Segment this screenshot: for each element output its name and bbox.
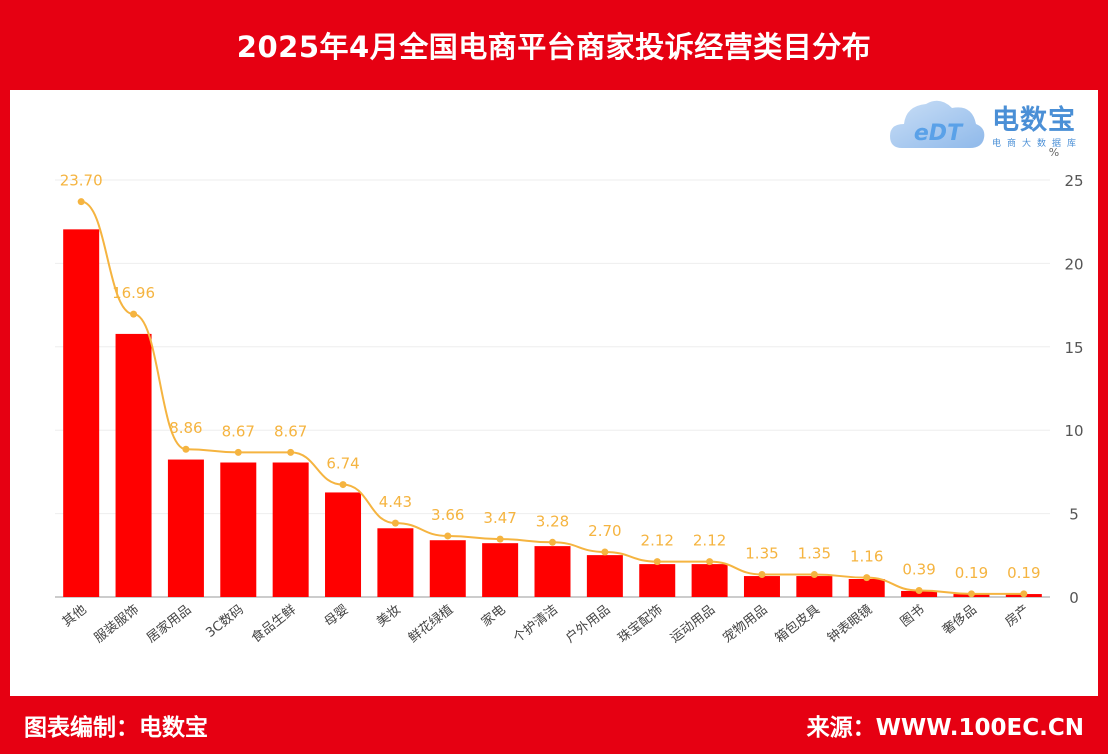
chart-title: 2025年4月全国电商平台商家投诉经营类目分布 [236,30,872,64]
data-label: 0.39 [902,560,935,578]
logo: eDT 电数宝 电商大数据库 [888,92,1098,154]
line-point [810,570,818,578]
category-label: 母婴 [322,602,352,630]
line-point [130,310,138,318]
data-label: 3.66 [431,506,464,524]
data-label: 2.70 [588,522,621,540]
data-label: 2.12 [641,532,674,550]
bar [167,459,204,597]
chart-header: 2025年4月全国电商平台商家投诉经营类目分布 [0,0,1108,90]
y-tick-label: 5 [1069,506,1079,524]
category-label: 其他 [60,602,90,630]
bar [429,540,466,597]
bar [220,462,257,597]
data-label: 3.47 [483,509,516,527]
bar [377,528,414,597]
bar [691,564,728,597]
category-label: 3C数码 [203,602,246,641]
data-label: 0.19 [955,564,988,582]
category-label: 图书 [898,602,928,630]
category-label: 家电 [478,602,508,631]
bar [272,462,309,597]
category-label: 个护清洁 [511,602,561,646]
footer-credit: 图表编制：电数宝 [24,715,208,741]
data-label: 8.67 [222,422,255,440]
data-label: 16.96 [112,284,155,302]
data-label: 0.19 [1007,564,1040,582]
data-label: 2.12 [693,532,726,550]
category-label: 运动用品 [668,602,718,646]
line-point [758,570,766,578]
bar [743,576,780,597]
footer-source: 来源：WWW.100EC.CN [806,715,1084,741]
y-tick-label: 25 [1064,172,1083,190]
line-point [549,538,556,546]
y-tick-label: 15 [1064,339,1083,357]
bar [63,229,100,597]
logo-mark: eDT [914,121,964,146]
y-tick-label: 0 [1069,589,1079,607]
data-label: 4.43 [379,493,412,511]
line-point [967,590,975,598]
y-tick-label: 10 [1064,422,1083,440]
category-label: 食品生鲜 [248,602,299,647]
bar [639,564,676,597]
category-label: 鲜花绿植 [405,602,456,647]
category-label: 奢侈品 [940,602,980,638]
line-point [182,445,190,453]
line-point [444,532,452,540]
category-label: 钟表眼镜 [824,602,875,647]
logo-name: 电数宝 [992,105,1076,136]
bar [848,579,885,597]
bar [115,333,152,597]
bar [482,543,519,597]
bar [586,555,623,597]
line-point [915,586,923,594]
category-label: 居家用品 [144,602,195,647]
category-label: 房产 [1002,602,1032,631]
line-point [496,535,504,543]
chart-footer: 图表编制：电数宝 来源：WWW.100EC.CN [0,696,1108,754]
category-label: 服装服饰 [92,602,142,646]
data-label: 8.86 [169,419,202,437]
line-point [234,448,242,456]
bar [796,576,833,597]
cloud-logo-icon: eDT [890,100,985,148]
bar [534,546,571,597]
y-tick-label: 20 [1064,255,1083,273]
category-label: 户外用品 [562,602,613,647]
line-point [77,198,85,206]
line-point [339,481,347,489]
line-point [287,448,295,456]
category-label: 箱包皮具 [772,602,823,647]
data-label: 1.16 [850,548,883,566]
logo-subtitle: 电商大数据库 [992,139,1083,149]
category-label: 宠物用品 [720,602,771,647]
line-point [706,558,714,566]
line-point [863,574,871,582]
y-unit-label: % [1049,146,1059,159]
data-label: 3.28 [536,512,569,530]
line-point [653,558,661,566]
category-label: 美妆 [374,602,404,630]
bar [325,492,362,597]
series-line [80,200,1024,595]
data-label: 8.67 [274,422,307,440]
line-point [1020,590,1028,598]
line-point [601,548,609,556]
data-label: 1.35 [745,544,778,562]
data-label: 6.74 [326,455,359,473]
category-label: 珠宝配饰 [615,602,665,646]
line-point [391,519,399,527]
data-label: 23.70 [60,172,103,190]
data-label: 1.35 [798,544,831,562]
